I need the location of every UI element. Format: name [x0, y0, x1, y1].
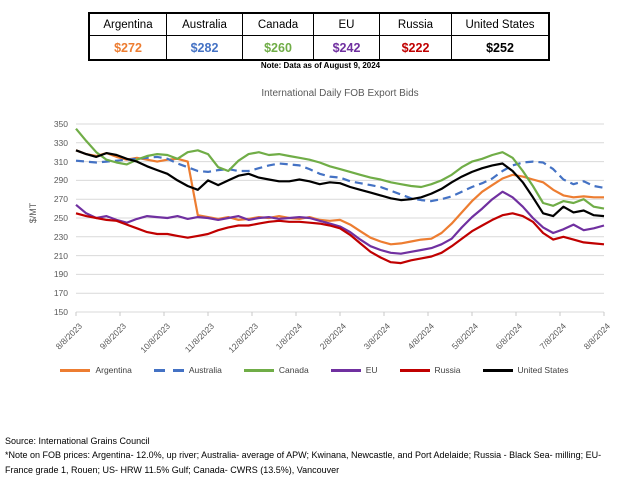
y-tick-label: 290 [53, 175, 68, 186]
legend-label: Australia [188, 365, 222, 375]
chart-title: International Daily FOB Export Bids [261, 88, 419, 99]
y-tick-label: 150 [53, 307, 68, 317]
series-line-eu [75, 190, 605, 255]
summary-table: Argentina Australia Canada EU Russia United S… [88, 12, 550, 61]
legend-item-australia: Australia [153, 365, 222, 375]
y-tick-label: 330 [53, 137, 68, 148]
y-tick-label: 350 [53, 119, 68, 129]
series-line-united-states [75, 149, 605, 218]
series-line-argentina [75, 149, 604, 246]
legend-line-sample [399, 368, 430, 372]
summary-value: $282 [166, 35, 243, 61]
legend-line-sample [482, 368, 513, 372]
y-tick-label: 230 [53, 231, 68, 242]
legend-item-united-states: United States [482, 365, 569, 375]
legend-label: EU [365, 365, 378, 375]
summary-value: $272 [88, 35, 167, 61]
legend-item-argentina: Argentina [60, 365, 132, 375]
summary-value: $260 [242, 35, 314, 61]
y-tick-label: 250 [53, 213, 68, 223]
legend-label: Canada [278, 365, 309, 375]
footer-source: Source: International Grains Council [5, 436, 150, 446]
legend-item-canada: Canada [243, 365, 309, 375]
footer-note: *Note on FOB prices: Argentina- 12.0%, u… [5, 450, 602, 475]
legend-label: Russia [434, 365, 461, 375]
summary-column-header: United States [451, 12, 550, 36]
table-note: Note: Data as of August 9, 2024 [260, 61, 381, 70]
y-tick-label: 190 [53, 269, 68, 280]
legend-line-sample [153, 368, 184, 372]
legend-label: Argentina [95, 365, 132, 375]
summary-column-header: Russia [379, 12, 452, 36]
legend-line-sample [330, 368, 361, 372]
series-line-australia [75, 155, 605, 203]
summary-value: $222 [379, 35, 452, 61]
legend-line-sample [60, 368, 91, 372]
legend-item-eu: EU [330, 365, 378, 375]
legend-line-sample [243, 368, 274, 372]
summary-value: $242 [313, 35, 380, 61]
legend-item-russia: Russia [399, 365, 461, 375]
series-line-russia [75, 212, 605, 265]
summary-values-row: $272 $282 $260 $242 $222 $252 [88, 35, 550, 61]
series-line-canada [75, 127, 605, 210]
y-axis-title: $/MT [28, 202, 38, 224]
y-tick-label: 170 [53, 288, 68, 299]
chart-legend: Argentina Australia Canada EU Russia United S… [0, 365, 629, 375]
y-tick-label: 210 [53, 250, 68, 261]
y-tick-label: 270 [53, 194, 68, 205]
summary-header-row: Argentina Australia Canada EU Russia United S… [88, 12, 550, 36]
summary-column-header: Australia [166, 12, 243, 36]
y-tick-label: 310 [53, 156, 68, 167]
legend-label: United States [517, 365, 569, 375]
summary-value: $252 [451, 35, 550, 61]
